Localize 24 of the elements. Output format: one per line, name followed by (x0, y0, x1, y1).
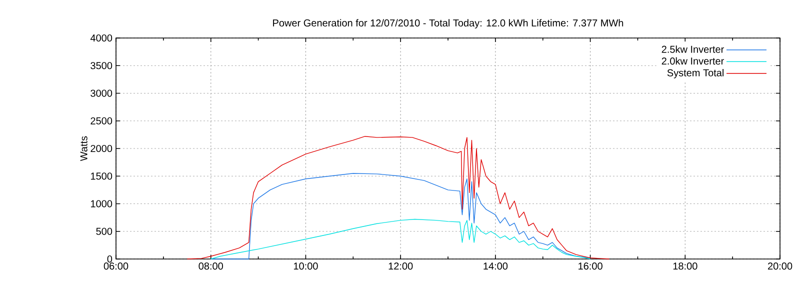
y-tick-label: 1000 (90, 200, 112, 208)
line-series (186, 136, 610, 260)
y-tick-label: 3500 (90, 62, 112, 70)
chart-title: Power Generation for 12/07/2010 - Total Today: 12.0 kWh Lifetime: 7.377 MWh (273, 19, 624, 28)
y-axis-title: Watts (80, 136, 88, 162)
x-tick-label: 12:00 (388, 262, 413, 270)
x-tick-label: 16:00 (578, 262, 602, 270)
x-tick-label: 10:00 (294, 262, 318, 270)
legend-label: 2.0kw Inverter (662, 57, 724, 65)
x-tick-label: 14:00 (484, 262, 508, 270)
legend-label: System Total (667, 69, 724, 78)
line-series (210, 173, 591, 260)
y-tick-label: 1500 (90, 172, 112, 180)
x-tick-label: 08:00 (198, 262, 223, 270)
y-tick-label: 2500 (90, 117, 112, 124)
legend-label: 2.5kw Inverter (662, 46, 724, 53)
y-tick-label: 500 (96, 228, 112, 235)
x-tick-label: 06:00 (104, 262, 128, 270)
y-tick-label: 2000 (90, 144, 112, 152)
y-tick-label: 3000 (90, 90, 112, 97)
x-tick-label: 20:00 (768, 262, 792, 270)
x-tick-label: 18:00 (673, 262, 698, 270)
y-tick-label: 4000 (90, 34, 112, 42)
y-tick-label: 0 (107, 255, 112, 263)
